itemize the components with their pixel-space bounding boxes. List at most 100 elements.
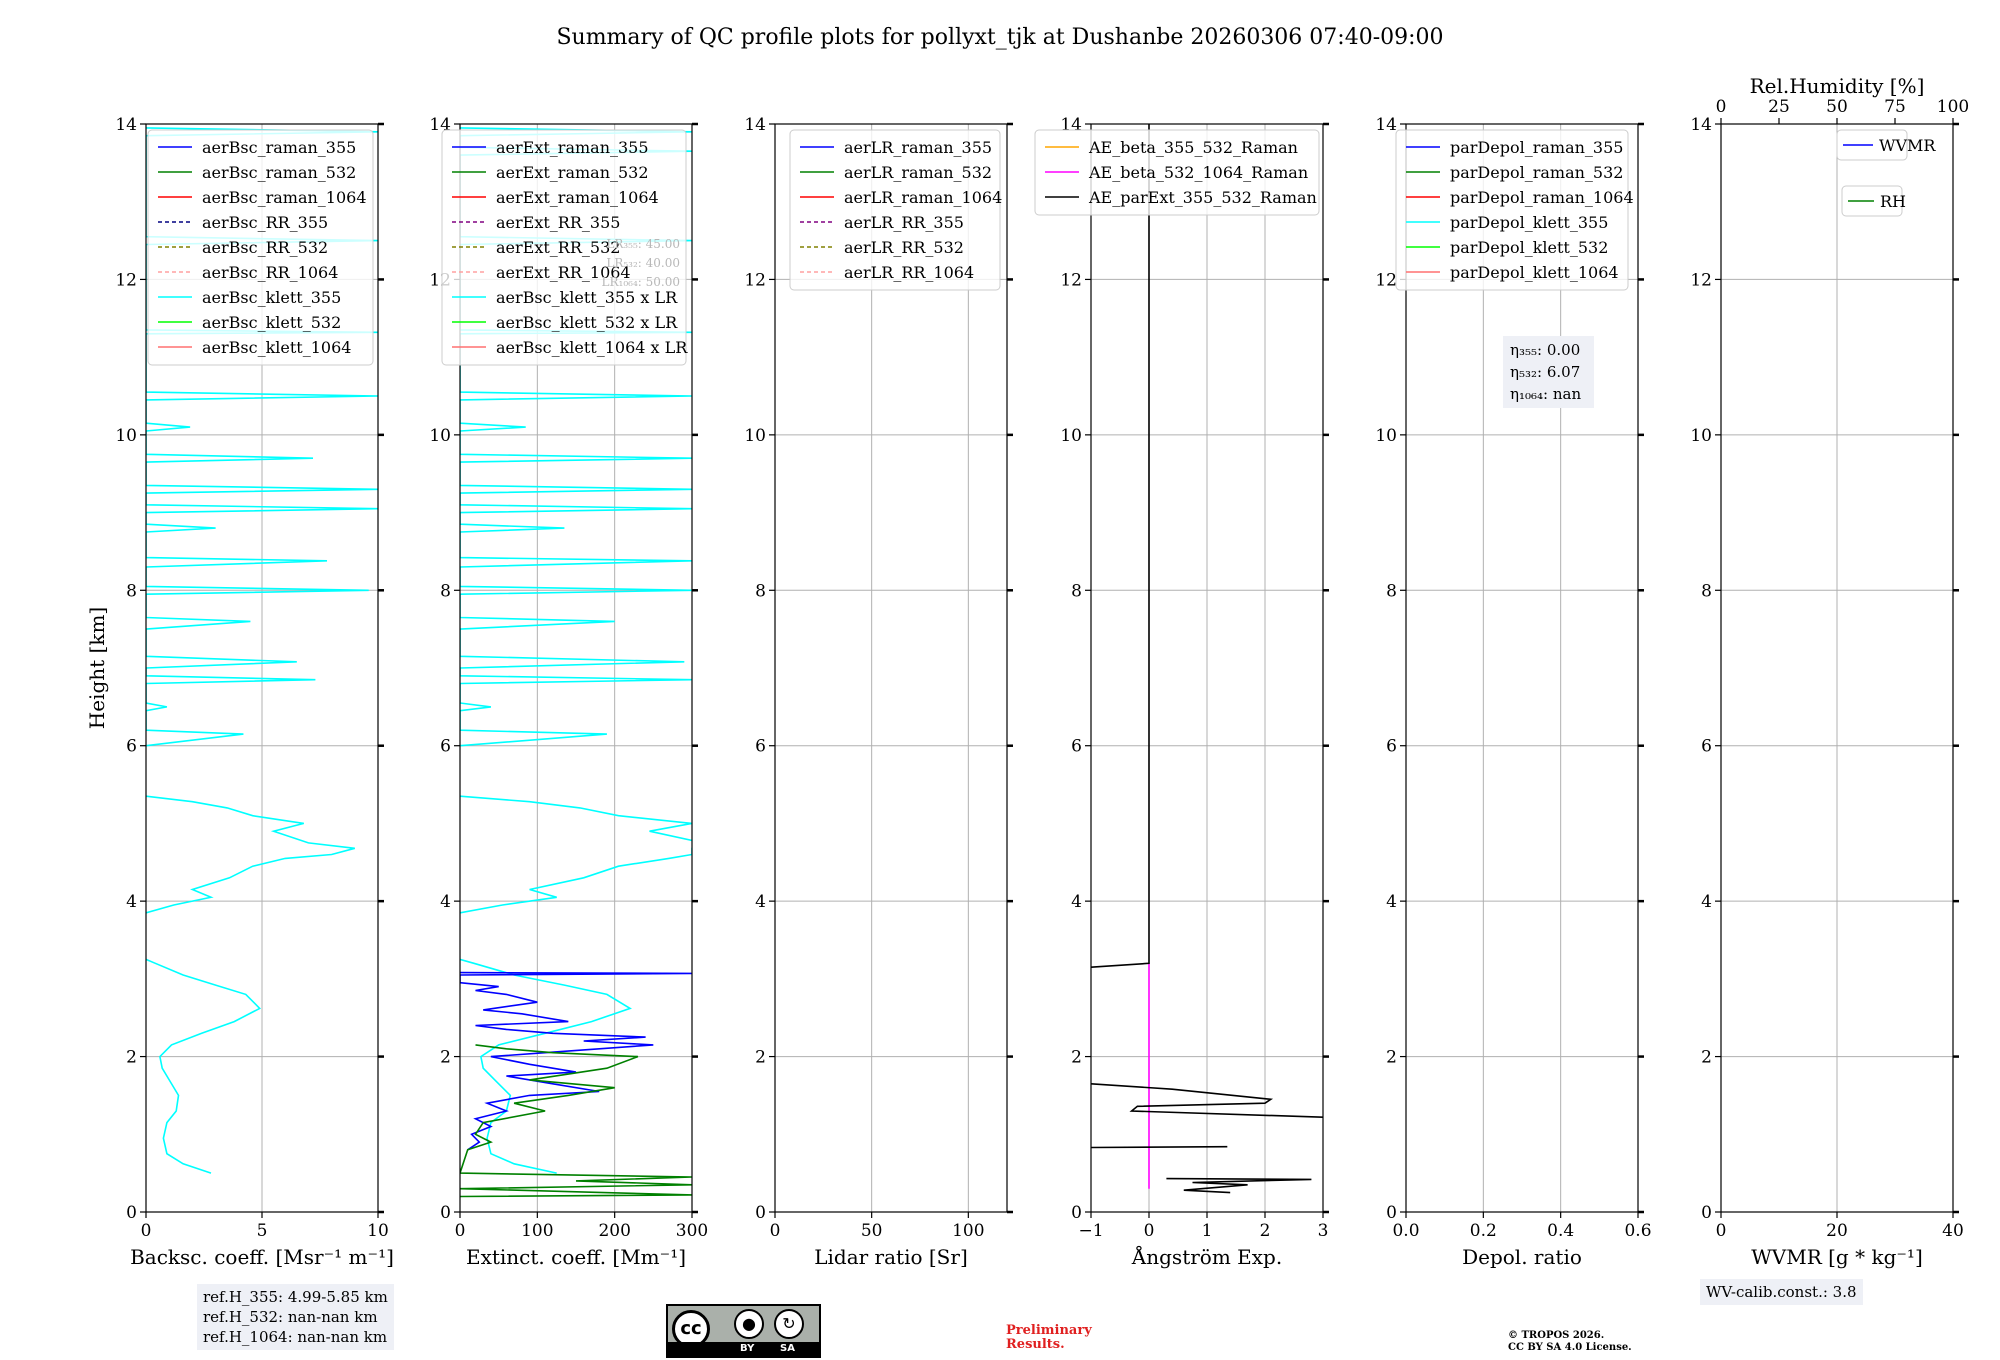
x-tick-label: 50 — [861, 1221, 883, 1241]
y-tick-label: 6 — [755, 737, 766, 757]
y-tick-label: 10 — [744, 426, 766, 446]
x-tick-label: 0 — [141, 1221, 152, 1241]
wv-calibration-box: WV-calib.const.: 3.8 — [1700, 1279, 1863, 1305]
legend-label: parDepol_raman_1064 — [1450, 188, 1634, 207]
y-tick-label: 6 — [1071, 737, 1082, 757]
legend-label: AE_beta_532_1064_Raman — [1088, 163, 1308, 182]
x-axis-label: WVMR [g * kg⁻¹] — [1751, 1245, 1923, 1269]
y-axis-label: Height [km] — [85, 607, 109, 729]
y-tick-label: 2 — [1386, 1048, 1397, 1068]
copyright-line-1: © TROPOS 2026. — [1508, 1330, 1605, 1341]
panel-backscatter: 0 2 4 6 8 10 12 14 0 5 10 Backsc. coeff. [Msr⁻¹ m⁻¹… — [85, 115, 394, 1269]
x-tick-label: −1 — [1078, 1221, 1103, 1241]
cc-sa-label: SA — [780, 1343, 795, 1354]
y-tick-label: 12 — [1060, 270, 1082, 290]
legend-label: parDepol_raman_355 — [1450, 138, 1623, 157]
legend-label: aerExt_RR_355 — [496, 213, 620, 232]
ref-height-532: ref.H_532: nan-nan km — [203, 1308, 378, 1326]
series-line-aerExt_raman_532 — [460, 1044, 692, 1198]
top-x-tick-label: 0 — [1716, 97, 1727, 117]
ref-height-1064: ref.H_1064: nan-nan km — [203, 1328, 388, 1346]
legend-label: aerExt_raman_532 — [496, 163, 649, 182]
legend-label: WVMR — [1879, 136, 1936, 155]
panel-depol: 0 2 4 6 8 10 12 14 0.0 0.2 0.4 0.6 Depol. ratio parDe… — [1375, 115, 1651, 1269]
legend-label: aerLR_RR_1064 — [844, 263, 974, 282]
x-axis-label: Extinct. coeff. [Mm⁻¹] — [466, 1245, 686, 1269]
legend-label: aerLR_raman_532 — [844, 163, 992, 182]
legend-label: aerExt_RR_1064 — [496, 263, 631, 282]
x-tick-label: 0.2 — [1470, 1221, 1497, 1241]
y-tick-label: 14 — [115, 115, 137, 135]
legend-label: aerBsc_raman_355 — [202, 138, 356, 157]
legend-label: aerBsc_raman_532 — [202, 163, 356, 182]
lidar-ratio-label: LR₅₃₂: 40.00 — [606, 256, 680, 270]
x-tick-label: 0 — [1716, 1221, 1727, 1241]
legend-label: aerLR_raman_355 — [844, 138, 992, 157]
y-tick-label: 2 — [440, 1048, 451, 1068]
preliminary-line-1: Preliminary — [1006, 1323, 1092, 1338]
x-tick-label: 200 — [598, 1221, 630, 1241]
legend-label: aerBsc_RR_1064 — [202, 263, 338, 282]
series-line-AE_parExt_355_532_Raman_lower — [1166, 1177, 1312, 1194]
y-tick-label: 4 — [1386, 892, 1397, 912]
top-x-tick-label: 50 — [1826, 97, 1848, 117]
legend-label: aerLR_raman_1064 — [844, 188, 1002, 207]
x-tick-label: 20 — [1826, 1221, 1848, 1241]
x-axis-label: Lidar ratio [Sr] — [814, 1245, 968, 1269]
legend-label: aerBsc_RR_532 — [202, 238, 328, 257]
y-tick-label: 14 — [744, 115, 766, 135]
y-tick-label: 8 — [440, 581, 451, 601]
y-tick-label: 8 — [755, 581, 766, 601]
x-tick-label: 0 — [455, 1221, 466, 1241]
y-tick-label: 2 — [1071, 1048, 1082, 1068]
legend-label: AE_parExt_355_532_Raman — [1088, 188, 1317, 207]
series-line-aerBsc_klett_355 — [146, 958, 262, 1174]
y-tick-label: 10 — [429, 426, 451, 446]
x-tick-label: 40 — [1942, 1221, 1964, 1241]
eta-label: η₃₅₅: 0.00 — [1510, 341, 1580, 359]
ref-height-355: ref.H_355: 4.99-5.85 km — [203, 1288, 388, 1306]
series-line-aerBsc_klett_355_upper — [146, 795, 356, 914]
y-tick-label: 6 — [126, 737, 137, 757]
legend-label: parDepol_klett_1064 — [1450, 263, 1619, 282]
series-line-aerBsc_klett_355 x LR upper — [460, 795, 692, 914]
x-tick-label: 5 — [257, 1221, 268, 1241]
legend-label: AE_beta_355_532_Raman — [1088, 138, 1298, 157]
series-line-AE_parExt_355_532_Raman — [1091, 124, 1150, 968]
y-tick-label: 0 — [755, 1203, 766, 1223]
x-axis-label: Depol. ratio — [1462, 1245, 1582, 1269]
y-tick-label: 12 — [115, 270, 137, 290]
legend-box — [789, 129, 1001, 291]
y-tick-label: 14 — [1375, 115, 1397, 135]
y-tick-label: 12 — [1375, 270, 1397, 290]
x-tick-label: 0.4 — [1547, 1221, 1574, 1241]
legend-label: RH — [1880, 192, 1906, 211]
by-icon: ● — [734, 1309, 764, 1339]
legend-label: parDepol_klett_355 — [1450, 213, 1608, 232]
legend-box — [441, 129, 687, 366]
legend-label: aerLR_RR_532 — [844, 238, 964, 257]
copyright-note: © TROPOS 2026. CC BY SA 4.0 License. — [1508, 1330, 1632, 1354]
top-x-tick-label: 100 — [1937, 97, 1969, 117]
legend-label: aerBsc_RR_355 — [202, 213, 328, 232]
legend-label: parDepol_klett_532 — [1450, 238, 1608, 257]
legend-label: aerBsc_klett_1064 x LR — [496, 338, 688, 357]
x-tick-label: 300 — [676, 1221, 708, 1241]
y-tick-label: 8 — [1386, 581, 1397, 601]
legend-box — [1034, 129, 1320, 216]
reference-heights-box: ref.H_355: 4.99-5.85 km ref.H_532: nan-n… — [197, 1284, 394, 1350]
y-tick-label: 4 — [755, 892, 766, 912]
y-tick-label: 8 — [1071, 581, 1082, 601]
top-x-tick-label: 75 — [1884, 97, 1906, 117]
y-tick-label: 10 — [1375, 426, 1397, 446]
axes-frame — [1405, 123, 1639, 1213]
y-tick-label: 14 — [1690, 115, 1712, 135]
x-tick-label: 0.0 — [1392, 1221, 1419, 1241]
top-x-tick-label: 25 — [1768, 97, 1790, 117]
y-tick-label: 6 — [440, 737, 451, 757]
eta-label: η₁₀₆₄: nan — [1510, 385, 1581, 403]
